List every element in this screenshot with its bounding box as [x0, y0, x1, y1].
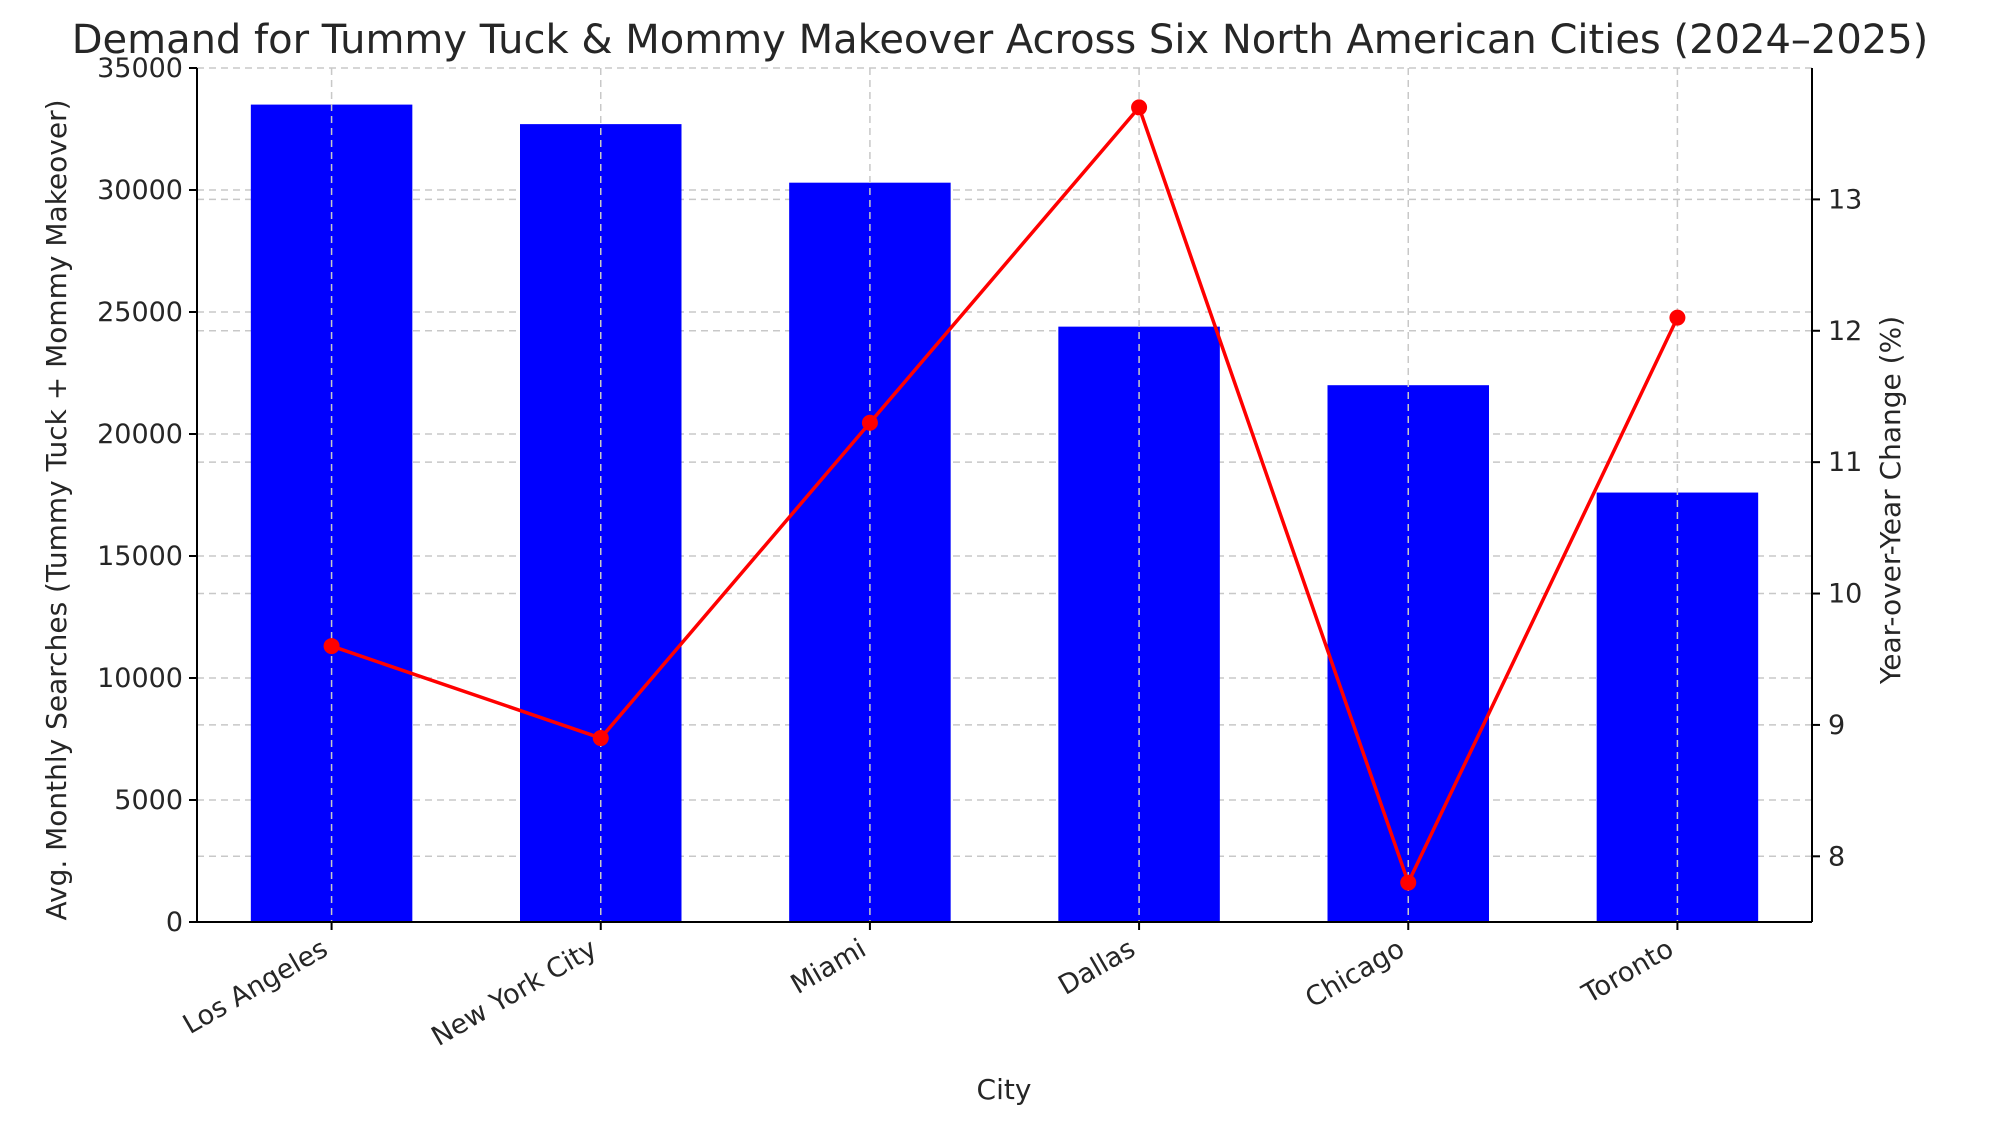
x-axis-label: City — [977, 1073, 1032, 1106]
left-tick-label: 20000 — [97, 419, 183, 450]
y2-axis-label: Year-over-Year Change (%) — [1874, 316, 1907, 685]
line-series — [323, 99, 1686, 891]
axes — [189, 67, 1820, 930]
right-tick-label: 11 — [1828, 447, 1862, 478]
left-tick-label: 5000 — [114, 785, 183, 816]
line-point — [1669, 309, 1686, 326]
left-tick-label: 10000 — [97, 663, 183, 694]
right-tick-label: 10 — [1828, 579, 1862, 610]
left-tick-label: 35000 — [97, 53, 183, 84]
x-tick-label: Chicago — [1300, 933, 1409, 1014]
chart-title: Demand for Tummy Tuck & Mommy Makeover A… — [72, 17, 1929, 63]
left-tick-label: 30000 — [97, 175, 183, 206]
line-point — [1400, 874, 1417, 891]
x-tick-label: Miami — [786, 933, 872, 1000]
bar — [1327, 385, 1489, 922]
line-point — [592, 730, 609, 747]
right-tick-label: 9 — [1828, 710, 1845, 741]
x-tick-label: Toronto — [1576, 933, 1679, 1010]
grid-lines — [197, 67, 1812, 923]
right-tick-label: 12 — [1828, 316, 1862, 347]
left-tick-label: 25000 — [97, 297, 183, 328]
right-tick-label: 13 — [1828, 184, 1862, 215]
y-axis-label: Avg. Monthly Searches (Tummy Tuck + Momm… — [40, 99, 73, 920]
bar-series — [250, 68, 1759, 923]
left-tick-label: 15000 — [97, 541, 183, 572]
x-tick-label: New York City — [426, 933, 602, 1052]
left-tick-label: 0 — [166, 907, 183, 938]
right-tick-label: 8 — [1828, 841, 1845, 872]
x-tick-label: Dallas — [1053, 933, 1140, 1001]
line-point — [1131, 99, 1148, 116]
line-series-path — [331, 105, 1679, 885]
line-point — [861, 414, 878, 431]
x-tick-label: Los Angeles — [178, 933, 333, 1040]
line-point — [323, 638, 340, 655]
